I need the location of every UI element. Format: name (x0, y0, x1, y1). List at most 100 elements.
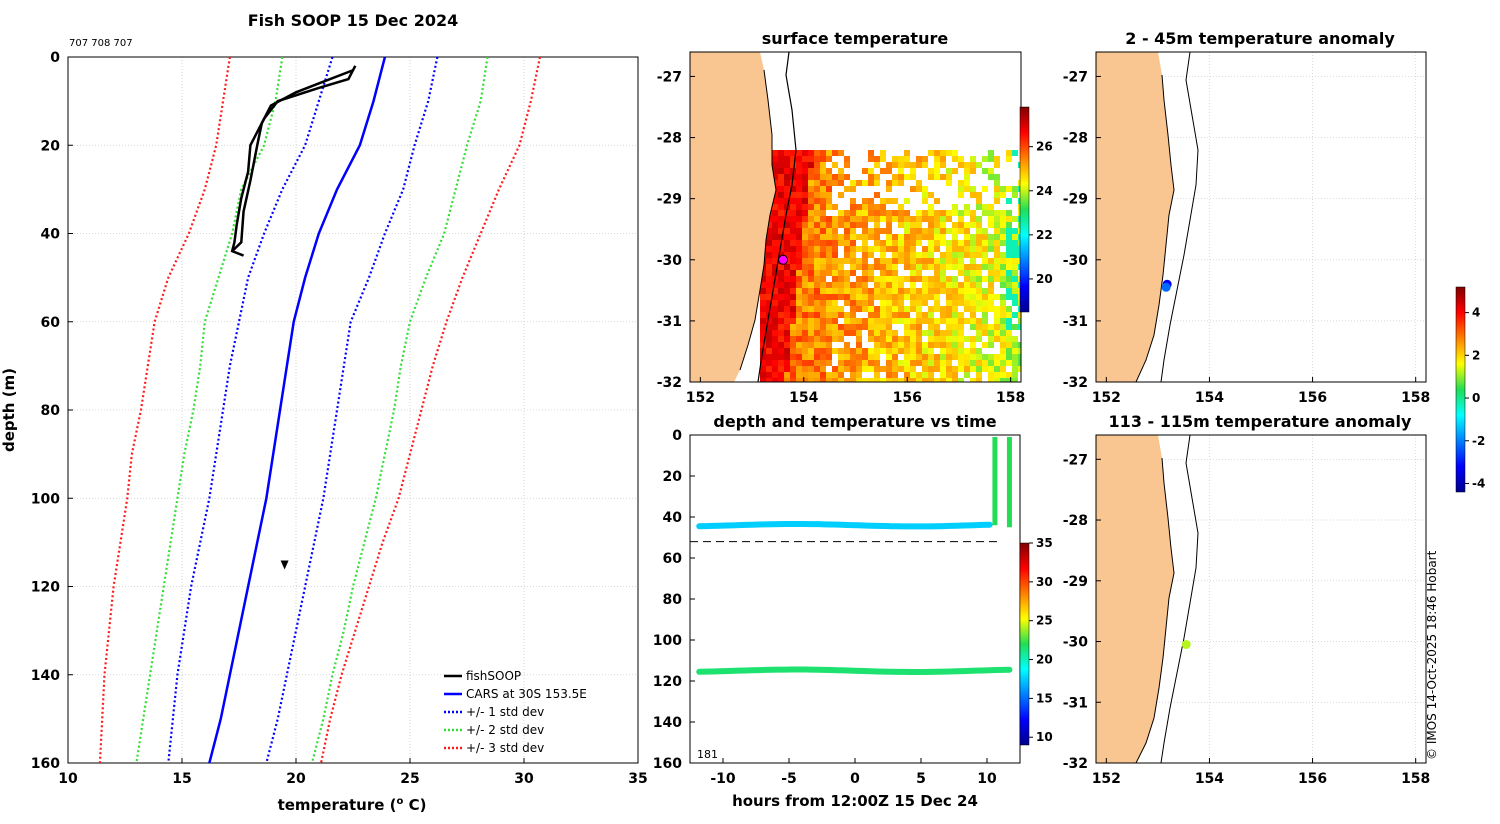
sst-cell (886, 324, 892, 330)
sst-cell (934, 306, 940, 312)
sst-cell (970, 264, 976, 270)
map-x-tick-label: 156 (893, 390, 922, 406)
sst-cell (802, 192, 808, 198)
sst-cell (880, 264, 886, 270)
sst-cell (862, 270, 868, 276)
sst-cell (784, 192, 790, 198)
sst-cell (826, 312, 832, 318)
sst-cell (886, 240, 892, 246)
sst-cell (952, 222, 958, 228)
sst-cell (784, 282, 790, 288)
sst-cell (880, 312, 886, 318)
sst-cell (970, 210, 976, 216)
deep-anomaly-axes-frame (1095, 434, 1427, 764)
sst-cell (814, 318, 820, 324)
sst-cell (820, 264, 826, 270)
sst-cell (1006, 336, 1012, 342)
sst-cell (886, 258, 892, 264)
sst-cell (928, 288, 934, 294)
sst-cell (790, 156, 796, 162)
deep-anomaly-title: 113 - 115m temperature anomaly (1109, 412, 1412, 431)
sst-cell (1018, 162, 1021, 168)
sst-cell (952, 264, 958, 270)
sst-cell (1000, 318, 1006, 324)
sst-cell (904, 216, 910, 222)
sst-cell (826, 306, 832, 312)
deep-anomaly-shelf-contour (1160, 435, 1199, 763)
sst-cell (988, 270, 994, 276)
sst-cell (874, 216, 880, 222)
sst-cell (964, 234, 970, 240)
sst-cell (874, 318, 880, 324)
sst-cell (1006, 210, 1012, 216)
sst-cell (928, 324, 934, 330)
sst-cell (784, 186, 790, 192)
sst-cell (910, 378, 916, 382)
sst-cell (838, 360, 844, 366)
sst-cell (994, 156, 1000, 162)
sst-cell (880, 366, 886, 372)
sst-cell (766, 306, 772, 312)
sst-cell (964, 186, 970, 192)
sst-cell (832, 372, 838, 378)
sst-cell (910, 228, 916, 234)
sst-cell (784, 294, 790, 300)
sst-cell (994, 186, 1000, 192)
sst-cell (892, 270, 898, 276)
sst-cell (970, 222, 976, 228)
sst-cell (982, 300, 988, 306)
sst-cell (1000, 360, 1006, 366)
sst-cell (826, 156, 832, 162)
sst-cell (1012, 360, 1018, 366)
sst-cell (892, 366, 898, 372)
depth-time-chart: depth and temperature vs time -10 -5 0 5 100… (653, 412, 1053, 810)
sst-cell (1000, 354, 1006, 360)
sst-cell (862, 282, 868, 288)
sst-cell (784, 342, 790, 348)
sst-cell (940, 270, 946, 276)
depth-time-x-label: hours from 12:00Z 15 Dec 24 (732, 792, 978, 810)
sst-cell (784, 234, 790, 240)
colorbar-tick-label: 30 (1036, 575, 1053, 589)
sst-cell (982, 318, 988, 324)
sst-cell (970, 318, 976, 324)
sst-cell (892, 312, 898, 318)
sst-cell (1018, 264, 1021, 270)
sst-cell (820, 222, 826, 228)
sst-cell (952, 252, 958, 258)
sst-cell (934, 378, 940, 382)
sst-cell (1006, 342, 1012, 348)
sst-cell (886, 168, 892, 174)
sst-cell (862, 360, 868, 366)
sst-cell (874, 360, 880, 366)
sst-cell (856, 336, 862, 342)
sst-cell (844, 186, 850, 192)
sst-cell (874, 234, 880, 240)
sst-cell (832, 330, 838, 336)
sst-cell (1006, 318, 1012, 324)
sst-cell (916, 330, 922, 336)
sst-cell (808, 372, 814, 378)
sst-cell (1006, 282, 1012, 288)
sst-cell (994, 180, 1000, 186)
sst-cell (928, 342, 934, 348)
sst-cell (922, 282, 928, 288)
sst-cell (790, 258, 796, 264)
sst-cell (814, 270, 820, 276)
sst-cell (892, 276, 898, 282)
sst-cell (766, 318, 772, 324)
sst-cell (862, 168, 868, 174)
sst-cell (844, 312, 850, 318)
sst-cell (778, 234, 784, 240)
sst-cell (820, 306, 826, 312)
sst-cell (946, 150, 952, 156)
colorbar-tick-label: 22 (1036, 228, 1053, 242)
sst-cell (814, 282, 820, 288)
depth-time-y-tick-label: 160 (653, 756, 682, 772)
sst-cell (940, 336, 946, 342)
profile-series (98, 56, 542, 764)
sst-cell (862, 300, 868, 306)
sst-cell (766, 330, 772, 336)
sst-cell (802, 312, 808, 318)
sst-cell (796, 300, 802, 306)
